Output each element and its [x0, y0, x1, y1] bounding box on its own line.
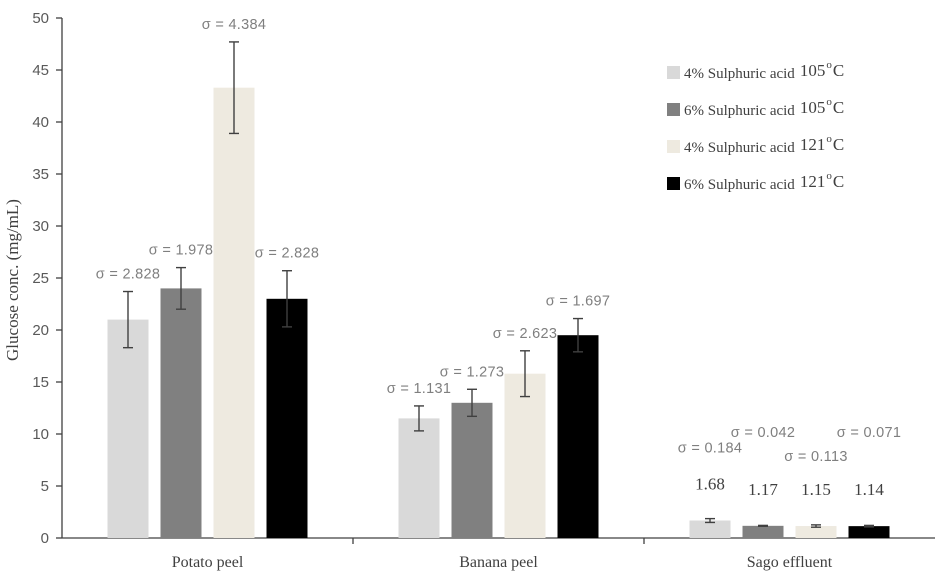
data-label: 1.68: [695, 475, 725, 494]
legend-swatch: [667, 103, 680, 116]
y-tick-label: 45: [32, 62, 49, 79]
bar: [398, 418, 440, 538]
y-axis: 0 5 10 15 20 25 30 35 40 45 50: [32, 10, 63, 547]
data-label: 1.14: [854, 480, 884, 499]
legend-degree: o: [826, 59, 832, 71]
sigma-label: σ = 0.184: [678, 441, 742, 457]
bar: [266, 298, 308, 538]
y-tick-label: 25: [32, 270, 49, 287]
legend-temperature: 121: [800, 172, 826, 191]
bar: [451, 402, 493, 538]
x-axis: Potato peel Banana peel Sago effluent: [62, 537, 935, 571]
y-tick-label: 15: [32, 374, 49, 391]
sigma-label: σ = 1.131: [387, 381, 451, 397]
legend-degree: o: [826, 96, 832, 108]
sigma-label: σ = 2.623: [493, 326, 557, 342]
y-tick-label: 20: [32, 322, 49, 339]
sigma-label: σ = 1.978: [149, 243, 213, 259]
bar: [504, 373, 546, 538]
y-tick-label: 50: [32, 10, 49, 27]
bar: [848, 526, 890, 538]
sigma-label: σ = 0.042: [731, 425, 795, 441]
legend-unit: C: [833, 135, 844, 154]
data-label: 1.17: [748, 480, 778, 499]
sigma-label: σ = 1.273: [440, 364, 504, 380]
y-tick-label: 30: [32, 218, 49, 235]
sigma-label: σ = 1.697: [546, 294, 610, 310]
legend-swatch: [667, 140, 680, 153]
legend-label: 4% Sulphuric acid: [684, 140, 795, 156]
data-label: 1.15: [801, 480, 831, 499]
bar: [557, 335, 599, 538]
x-tick-label: Banana peel: [459, 554, 538, 571]
legend-degree: o: [826, 133, 832, 145]
y-tick-label: 0: [41, 530, 49, 547]
y-tick-label: 5: [41, 478, 49, 495]
y-axis-title: Glucose conc. (mg/mL): [3, 199, 22, 361]
sigma-label: σ = 4.384: [202, 17, 266, 33]
legend-degree: o: [826, 170, 832, 182]
sigma-label: σ = 2.828: [96, 267, 160, 283]
y-tick-label: 10: [32, 426, 49, 443]
bar: [689, 520, 731, 538]
x-tick-label: Potato peel: [172, 554, 244, 571]
legend: 4% Sulphuric acid 105 o C6% Sulphuric acid 1…: [667, 59, 844, 193]
sigma-label: σ = 2.828: [255, 246, 319, 262]
bars: [107, 87, 890, 539]
legend-temperature: 121: [800, 135, 826, 154]
legend-temperature: 105: [800, 61, 826, 80]
x-tick-label: Sago effluent: [747, 554, 833, 571]
bar: [742, 525, 784, 538]
bar: [795, 526, 837, 538]
y-tick-label: 35: [32, 166, 49, 183]
y-tick-label: 40: [32, 114, 49, 131]
legend-label: 4% Sulphuric acid: [684, 66, 795, 82]
legend-temperature: 105: [800, 98, 826, 117]
sigma-label: σ = 0.113: [784, 449, 847, 465]
legend-unit: C: [833, 172, 844, 191]
error-bars: [123, 41, 874, 528]
legend-swatch: [667, 177, 680, 190]
sigma-label: σ = 0.071: [837, 425, 901, 441]
bar: [213, 87, 255, 539]
bar: [160, 288, 202, 538]
bar: [107, 319, 149, 538]
legend-unit: C: [833, 98, 844, 117]
legend-swatch: [667, 66, 680, 79]
bar-labels: σ = 2.828 σ = 1.978 σ = 4.384 σ = 2.828 σ = …: [96, 17, 901, 499]
legend-unit: C: [833, 61, 844, 80]
legend-label: 6% Sulphuric acid: [684, 177, 795, 193]
legend-label: 6% Sulphuric acid: [684, 103, 795, 119]
